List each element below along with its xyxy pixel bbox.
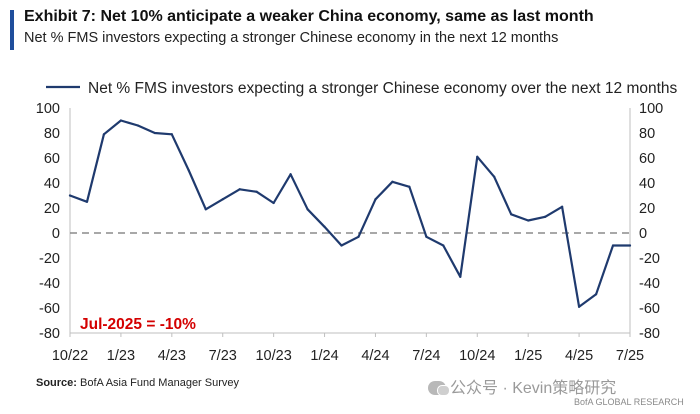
data-point (510, 213, 513, 216)
y-tick-label-right: -40 (639, 276, 660, 292)
data-point (544, 215, 547, 218)
y-tick-label-left: 20 (44, 201, 60, 217)
x-tick-label: 4/24 (361, 348, 389, 364)
y-tick-label-right: -60 (639, 301, 660, 317)
x-tick-label: 4/23 (158, 348, 186, 364)
data-point (323, 225, 326, 228)
y-tick-label-left: 60 (44, 151, 60, 167)
data-point (476, 155, 479, 158)
watermark: 公众号 · Kevin策略研究 (428, 374, 616, 398)
y-tick-label-left: -60 (39, 301, 60, 317)
data-point (306, 208, 309, 211)
wechat-icon (428, 381, 450, 396)
data-point (594, 293, 598, 296)
x-tick-label: 1/25 (514, 348, 542, 364)
data-point (442, 244, 445, 247)
y-tick-label-right: 40 (639, 176, 655, 192)
title-accent-bar (10, 10, 14, 50)
chart-subtitle: Net % FMS investors expecting a stronger… (24, 30, 559, 46)
data-point (187, 169, 190, 172)
y-tick-label-right: -20 (639, 251, 660, 267)
annotation-label: Jul-2025 = -10% (80, 316, 196, 333)
x-tick-label: 7/23 (209, 348, 237, 364)
data-point (238, 188, 241, 191)
x-tick-label: 1/24 (310, 348, 338, 364)
watermark-text: 公众号 · Kevin策略研究 (450, 380, 617, 397)
source-note: Source: BofA Asia Fund Manager Survey (36, 377, 239, 389)
y-tick-label-right: 0 (639, 226, 647, 242)
y-tick-label-right: 80 (639, 126, 655, 142)
data-point (170, 133, 173, 136)
y-tick-label-left: 100 (36, 101, 60, 117)
y-tick-label-left: -40 (39, 276, 60, 292)
data-point (577, 305, 581, 308)
data-point (85, 200, 89, 203)
data-point (425, 235, 428, 238)
data-point (561, 205, 564, 208)
data-point (119, 119, 123, 122)
data-point (153, 131, 156, 135)
y-tick-label-right: -80 (639, 326, 660, 342)
x-tick-label: 1/23 (107, 348, 135, 364)
data-point (204, 208, 207, 211)
source-text: BofA Asia Fund Manager Survey (80, 377, 240, 389)
data-point (357, 235, 360, 238)
data-point (340, 244, 343, 247)
x-tick-label: 4/25 (565, 348, 593, 364)
series-line (68, 119, 632, 308)
y-tick-label-left: -20 (39, 251, 60, 267)
source-label: Source: (36, 377, 77, 389)
x-tick-label: 10/22 (52, 348, 88, 364)
data-point (289, 173, 292, 176)
x-tick-label: 10/23 (255, 348, 291, 364)
data-point (272, 201, 275, 205)
x-tick-label: 7/25 (616, 348, 644, 364)
data-point (628, 244, 632, 247)
x-tick-label: 7/24 (412, 348, 440, 364)
y-tick-label-right: 100 (639, 101, 663, 117)
data-point (102, 133, 106, 136)
y-tick-label-left: 0 (52, 226, 60, 242)
y-tick-label-right: 60 (639, 151, 655, 167)
data-point (527, 219, 530, 222)
data-point (68, 194, 72, 197)
data-point (255, 190, 258, 193)
y-tick-label-right: 20 (639, 201, 655, 217)
data-point (221, 198, 224, 201)
y-tick-label-left: 80 (44, 126, 60, 142)
data-point (611, 244, 615, 247)
chart-title: Exhibit 7: Net 10% anticipate a weaker C… (24, 8, 594, 25)
y-tick-label-left: 40 (44, 176, 60, 192)
brand-label: BofA GLOBAL RESEARCH (574, 397, 684, 407)
data-point (493, 175, 496, 178)
y-tick-label-left: -80 (39, 326, 60, 342)
data-point (374, 198, 377, 201)
legend-label: Net % FMS investors expecting a stronger… (88, 80, 678, 97)
data-point (391, 180, 394, 183)
data-point (459, 275, 462, 278)
data-point (136, 124, 139, 127)
data-point (408, 185, 411, 188)
x-tick-label: 10/24 (459, 348, 495, 364)
